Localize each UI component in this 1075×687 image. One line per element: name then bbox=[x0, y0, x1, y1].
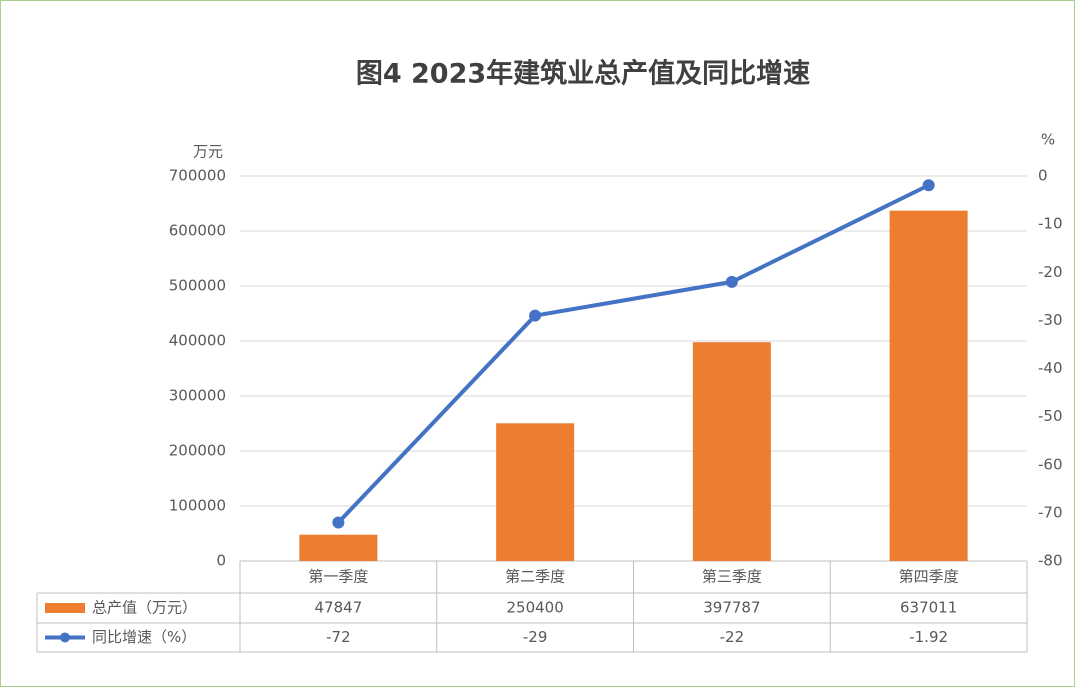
y2-tick-label: -30 bbox=[1038, 311, 1063, 329]
chart-title: 图4 2023年建筑业总产值及同比增速 bbox=[356, 58, 810, 90]
y-tick-label: 600000 bbox=[169, 222, 226, 240]
y2-tick-label: -40 bbox=[1038, 359, 1063, 377]
bar bbox=[692, 342, 771, 561]
y-tick-label: 700000 bbox=[169, 167, 226, 185]
y2-tick-label: -10 bbox=[1038, 215, 1063, 233]
table-value: 47847 bbox=[315, 599, 363, 617]
legend-label: 同比增速（%） bbox=[92, 628, 196, 646]
table-value: -22 bbox=[720, 628, 745, 646]
legend-swatch bbox=[45, 603, 85, 613]
y2-tick-label: -50 bbox=[1038, 407, 1063, 425]
table-value: -72 bbox=[326, 628, 351, 646]
y-tick-label: 100000 bbox=[169, 497, 226, 515]
bar bbox=[496, 423, 575, 561]
y-tick-label: 400000 bbox=[169, 332, 226, 350]
y-tick-label: 300000 bbox=[169, 387, 226, 405]
y-axis-label: 万元 bbox=[193, 143, 223, 161]
x-tick-label: 第四季度 bbox=[899, 568, 959, 586]
y-tick-label: 500000 bbox=[169, 277, 226, 295]
x-tick-label: 第二季度 bbox=[505, 568, 565, 586]
bar bbox=[889, 210, 968, 561]
x-tick-label: 第三季度 bbox=[702, 568, 762, 586]
x-tick-label: 第一季度 bbox=[308, 568, 368, 586]
line-marker bbox=[529, 309, 542, 322]
y2-tick-label: -20 bbox=[1038, 263, 1063, 281]
table-value: -29 bbox=[523, 628, 548, 646]
table-value: 637011 bbox=[900, 599, 957, 617]
legend-label: 总产值（万元） bbox=[92, 599, 197, 617]
table-value: 397787 bbox=[703, 599, 760, 617]
line-marker bbox=[725, 275, 738, 288]
y2-tick-label: -60 bbox=[1038, 455, 1063, 473]
table-value: -1.92 bbox=[909, 628, 948, 646]
y2-tick-label: 0 bbox=[1038, 167, 1048, 185]
y2-tick-label: -70 bbox=[1038, 503, 1063, 521]
legend-swatch bbox=[60, 632, 70, 643]
table-value: 250400 bbox=[506, 599, 563, 617]
y2-tick-label: -80 bbox=[1038, 552, 1063, 570]
y-tick-label: 0 bbox=[216, 552, 226, 570]
y-tick-label: 200000 bbox=[169, 442, 226, 460]
line-marker bbox=[332, 516, 345, 529]
line-marker bbox=[922, 179, 935, 192]
y2-axis-label: % bbox=[1041, 131, 1055, 149]
line bbox=[336, 183, 930, 524]
bar bbox=[299, 534, 378, 561]
